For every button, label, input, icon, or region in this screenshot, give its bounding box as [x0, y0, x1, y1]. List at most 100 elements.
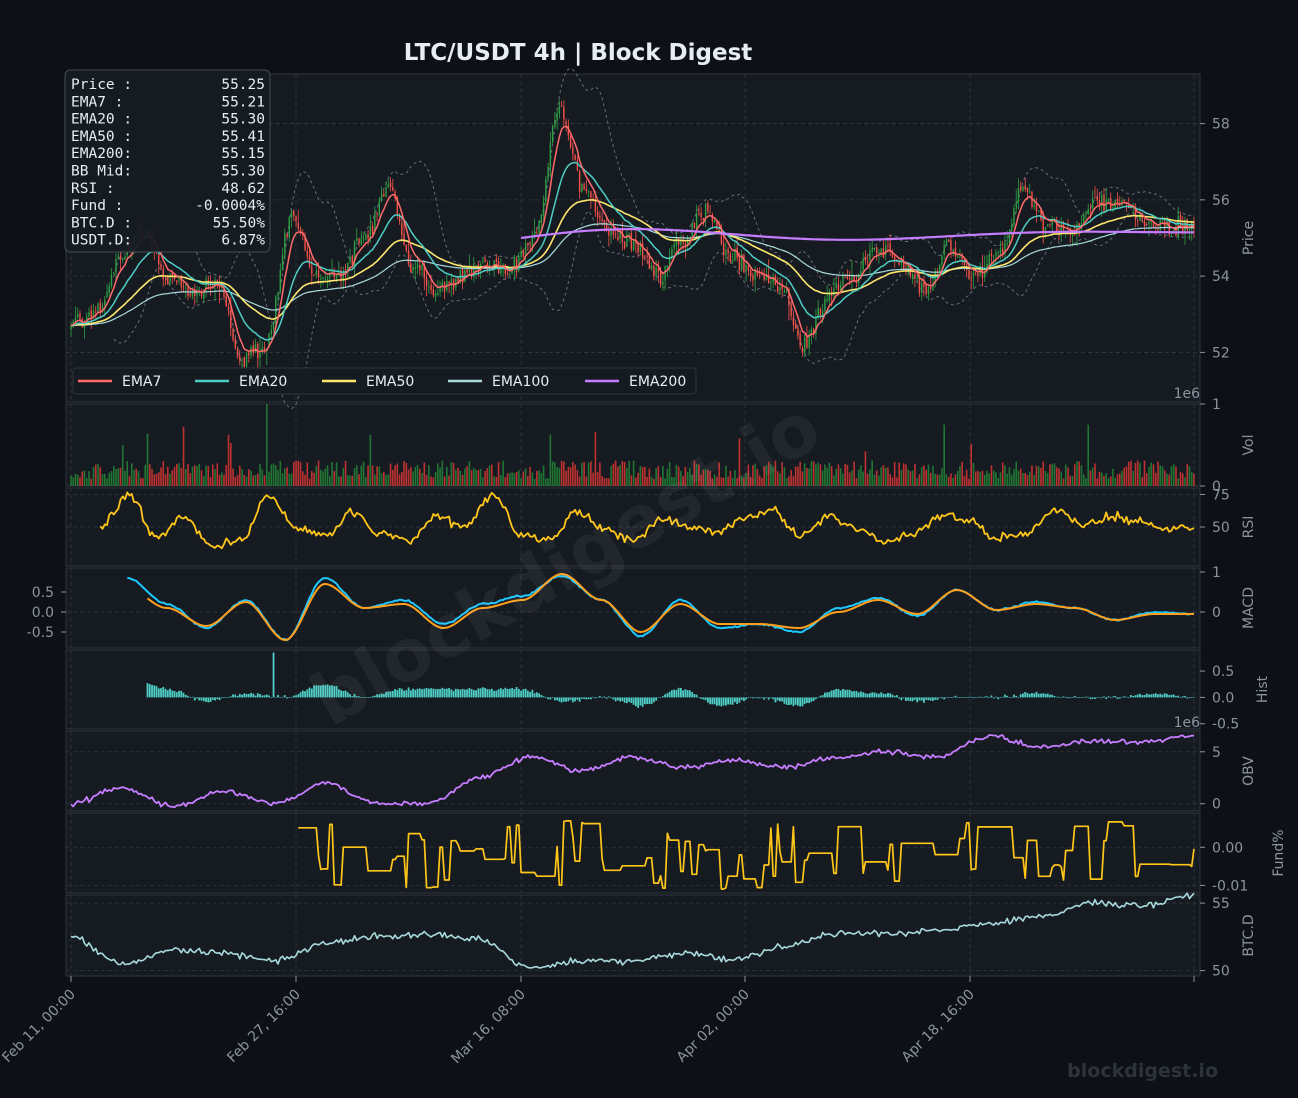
volume-bar — [617, 466, 619, 486]
candle-body — [790, 304, 792, 316]
candle-body — [1047, 224, 1049, 227]
volume-bar — [740, 475, 743, 486]
hist-bar — [337, 689, 340, 698]
hist-bar — [749, 697, 752, 698]
hist-bar — [1125, 696, 1128, 698]
candle-body — [484, 259, 486, 263]
hist-bar — [713, 697, 716, 705]
hist-bar — [1008, 697, 1011, 698]
volume-bar — [691, 474, 693, 486]
volume-bar — [542, 465, 545, 486]
candle-body — [884, 245, 887, 256]
hist-bar — [301, 690, 304, 698]
candle-body — [1022, 186, 1024, 192]
price-tick-label: 56 — [1212, 193, 1230, 209]
volume-bar — [963, 475, 966, 486]
legend-label-ema100: EMA100 — [492, 374, 549, 390]
hist-bar — [270, 697, 273, 698]
volume-bar — [853, 461, 855, 486]
candle-body — [882, 248, 885, 258]
candle-body — [324, 278, 327, 280]
hist-bar — [198, 697, 201, 701]
hist-bar — [304, 691, 306, 698]
candle-body — [72, 321, 74, 327]
volume-bar — [612, 463, 615, 486]
volume-bar — [608, 478, 610, 486]
candle-body — [113, 272, 115, 274]
candle-body — [887, 245, 889, 246]
volume-bar — [1168, 474, 1171, 486]
hist-bar — [178, 690, 180, 698]
volume-bar — [558, 467, 561, 486]
hist-bar — [439, 688, 441, 698]
candle-body — [263, 347, 266, 352]
hist-bar — [1017, 697, 1020, 698]
candle-body — [322, 277, 324, 279]
candle-body — [956, 257, 959, 258]
volume-bar — [947, 477, 950, 486]
volume-bar — [767, 461, 770, 486]
volume-bar — [527, 475, 529, 486]
volume-bar — [277, 469, 279, 486]
volume-bar — [682, 476, 684, 486]
candle-body — [722, 243, 725, 256]
volume-bar — [626, 467, 628, 486]
candle-body — [486, 263, 489, 269]
hist-bar — [292, 695, 295, 698]
hist-bar — [688, 690, 691, 698]
candle-body — [313, 275, 315, 276]
candle-body — [754, 270, 756, 280]
volume-bar — [202, 476, 205, 486]
candle-body — [938, 264, 941, 274]
volume-bar — [232, 468, 234, 486]
candle-body — [349, 256, 351, 262]
candle-body — [851, 275, 853, 281]
hist-bar — [405, 690, 408, 698]
hist-bar — [1028, 693, 1031, 698]
volume-bar — [1015, 461, 1018, 486]
candle-body — [1128, 203, 1130, 209]
hist-bar — [1132, 695, 1135, 698]
hist-bar — [943, 697, 946, 700]
candle-body — [738, 257, 741, 271]
candle-body — [1017, 188, 1020, 203]
volume-bar — [511, 472, 513, 486]
volume-bar — [495, 476, 498, 486]
volume-bar — [488, 465, 491, 486]
hist-bar — [695, 694, 698, 698]
candle-body — [536, 232, 538, 234]
volume-bar — [452, 462, 455, 486]
candle-body — [162, 268, 164, 279]
volume-bar — [1006, 473, 1009, 486]
candle-body — [351, 256, 354, 265]
candle-body — [920, 282, 923, 292]
volume-bar — [563, 461, 565, 486]
volume-bar — [781, 462, 783, 486]
volume-bar — [518, 470, 520, 486]
hist-bar — [855, 690, 858, 698]
hist-bar — [432, 688, 435, 698]
hist-bar — [945, 697, 948, 698]
candle-body — [79, 313, 81, 319]
volume-bar — [920, 467, 923, 486]
info-row-value: 55.15 — [221, 146, 265, 162]
candle-body — [727, 249, 729, 254]
hist-bar — [227, 697, 230, 698]
candle-body — [797, 328, 799, 336]
candle-body — [452, 278, 455, 289]
hist-bar — [898, 697, 901, 699]
volume-bar — [1166, 473, 1168, 486]
hist-bar — [592, 696, 595, 698]
volume-bar — [1022, 472, 1024, 486]
hist-bar — [788, 697, 790, 706]
volume-bar — [252, 475, 255, 486]
candle-body — [785, 290, 788, 292]
hist-bar — [414, 689, 417, 698]
price-tick-label: 58 — [1212, 117, 1230, 133]
hist-bar — [833, 690, 835, 698]
volume-bar — [938, 474, 941, 486]
volume-bar — [162, 461, 165, 486]
candle-body — [540, 214, 543, 224]
candle-body — [815, 317, 817, 335]
volume-bar — [738, 438, 741, 486]
